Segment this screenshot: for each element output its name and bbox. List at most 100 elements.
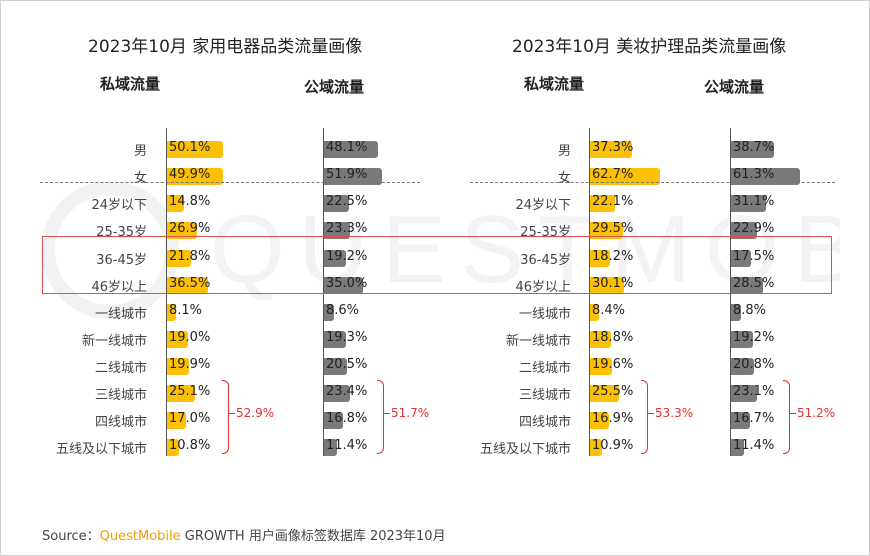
bar-public <box>324 358 347 375</box>
bar-public <box>324 439 337 456</box>
category-label: 四线城市 <box>518 415 571 430</box>
value-label-private: 10.8% <box>169 438 211 453</box>
bar-private <box>590 277 624 294</box>
bar-public <box>731 250 751 267</box>
bar-private <box>167 358 190 375</box>
category-label: 新一线城市 <box>81 334 147 349</box>
bar-public <box>731 358 755 375</box>
value-label-private: 16.9% <box>592 411 634 426</box>
value-label-public: 20.5% <box>326 357 368 372</box>
value-label-private: 19.9% <box>169 357 211 372</box>
value-label-private: 22.1% <box>592 194 634 209</box>
value-label-private: 37.3% <box>592 140 634 155</box>
highlight-box-age <box>42 236 832 294</box>
separator-dashed <box>40 182 420 183</box>
value-label-public: 48.1% <box>326 140 368 155</box>
value-label-public: 22.5% <box>326 194 368 209</box>
series-header-private: 私域流量 <box>100 75 161 93</box>
separator-dashed <box>470 182 835 183</box>
bar-private <box>167 141 224 158</box>
source-rest: GROWTH 用户画像标签数据库 2023年10月 <box>180 529 446 544</box>
series-header-public: 公域流量 <box>304 78 365 96</box>
value-label-public: 23.3% <box>326 221 368 236</box>
value-label-public: 38.7% <box>733 140 775 155</box>
value-label-public: 19.2% <box>326 249 368 264</box>
chart-title: 2023年10月 美妆护理品类流量画像 <box>512 37 787 57</box>
value-label-private: 17.0% <box>169 411 211 426</box>
value-label-public: 23.4% <box>326 384 368 399</box>
category-label: 46岁以上 <box>91 280 147 295</box>
value-label-private: 29.5% <box>592 221 634 236</box>
series-header-public: 公域流量 <box>704 78 765 96</box>
value-label-public: 11.4% <box>326 438 368 453</box>
value-label-private: 8.4% <box>592 303 626 318</box>
brace-tick <box>648 413 654 414</box>
bar-private <box>590 385 619 402</box>
value-label-private: 49.9% <box>169 167 211 182</box>
value-label-public: 8.6% <box>326 303 360 318</box>
series-header-private: 私域流量 <box>524 75 585 93</box>
bar-public <box>324 195 350 212</box>
value-label-private: 8.1% <box>169 303 203 318</box>
bar-public <box>731 385 757 402</box>
bar-private <box>167 304 177 321</box>
bar-public <box>731 168 800 185</box>
brace-lower-tier-cities <box>222 380 229 454</box>
value-label-private: 14.8% <box>169 194 211 209</box>
value-label-public: 23.1% <box>733 384 775 399</box>
value-label-private: 50.1% <box>169 140 211 155</box>
bar-private <box>167 331 189 348</box>
bar-private <box>590 222 624 239</box>
bar-public <box>324 222 351 239</box>
value-label-public: 19.2% <box>733 330 775 345</box>
category-label: 二线城市 <box>94 361 147 376</box>
category-label: 36-45岁 <box>96 253 147 268</box>
category-label: 女 <box>557 171 571 186</box>
value-label-private: 25.1% <box>169 384 211 399</box>
value-label-public: 20.8% <box>733 357 775 372</box>
value-label-public: 22.9% <box>733 221 775 236</box>
value-label-public: 28.5% <box>733 276 775 291</box>
bar-private <box>167 439 180 456</box>
value-label-public: 31.1% <box>733 194 775 209</box>
bar-private <box>590 250 611 267</box>
bar-private <box>590 412 609 429</box>
value-label-private: 10.9% <box>592 438 634 453</box>
axis-line-public <box>730 128 731 456</box>
bar-private <box>590 358 612 375</box>
brace-lower-tier-cities <box>783 380 790 454</box>
source-note: Source：QuestMobile GROWTH 用户画像标签数据库 2023… <box>42 525 446 544</box>
value-label-public: 11.4% <box>733 438 775 453</box>
category-label: 三线城市 <box>518 388 571 403</box>
value-label-private: 25.5% <box>592 384 634 399</box>
value-label-private: 19.0% <box>169 330 211 345</box>
bar-public <box>731 331 753 348</box>
bar-public <box>324 277 364 294</box>
brace-tick <box>229 413 235 414</box>
category-label: 46岁以上 <box>515 280 571 295</box>
axis-line-private <box>589 128 590 456</box>
brace-total-label: 51.2% <box>797 406 836 420</box>
bar-public <box>731 141 775 158</box>
bar-private <box>590 331 612 348</box>
bar-private <box>167 385 196 402</box>
value-label-public: 8.8% <box>733 303 767 318</box>
brace-tick <box>790 413 796 414</box>
value-label-private: 18.2% <box>592 249 634 264</box>
bar-private <box>590 141 632 158</box>
bar-public <box>324 168 383 185</box>
value-label-private: 30.1% <box>592 276 634 291</box>
value-label-private: 19.6% <box>592 357 634 372</box>
bar-public <box>324 141 378 158</box>
bar-private <box>167 250 192 267</box>
bar-public <box>731 195 766 212</box>
bar-public <box>324 385 351 402</box>
value-label-private: 26.9% <box>169 221 211 236</box>
bar-private <box>167 168 223 185</box>
bar-private <box>167 412 187 429</box>
category-label: 一线城市 <box>518 307 571 322</box>
category-label: 一线城市 <box>94 307 147 322</box>
bar-public <box>731 412 750 429</box>
category-label: 五线及以下城市 <box>479 442 571 457</box>
bar-public <box>324 304 334 321</box>
